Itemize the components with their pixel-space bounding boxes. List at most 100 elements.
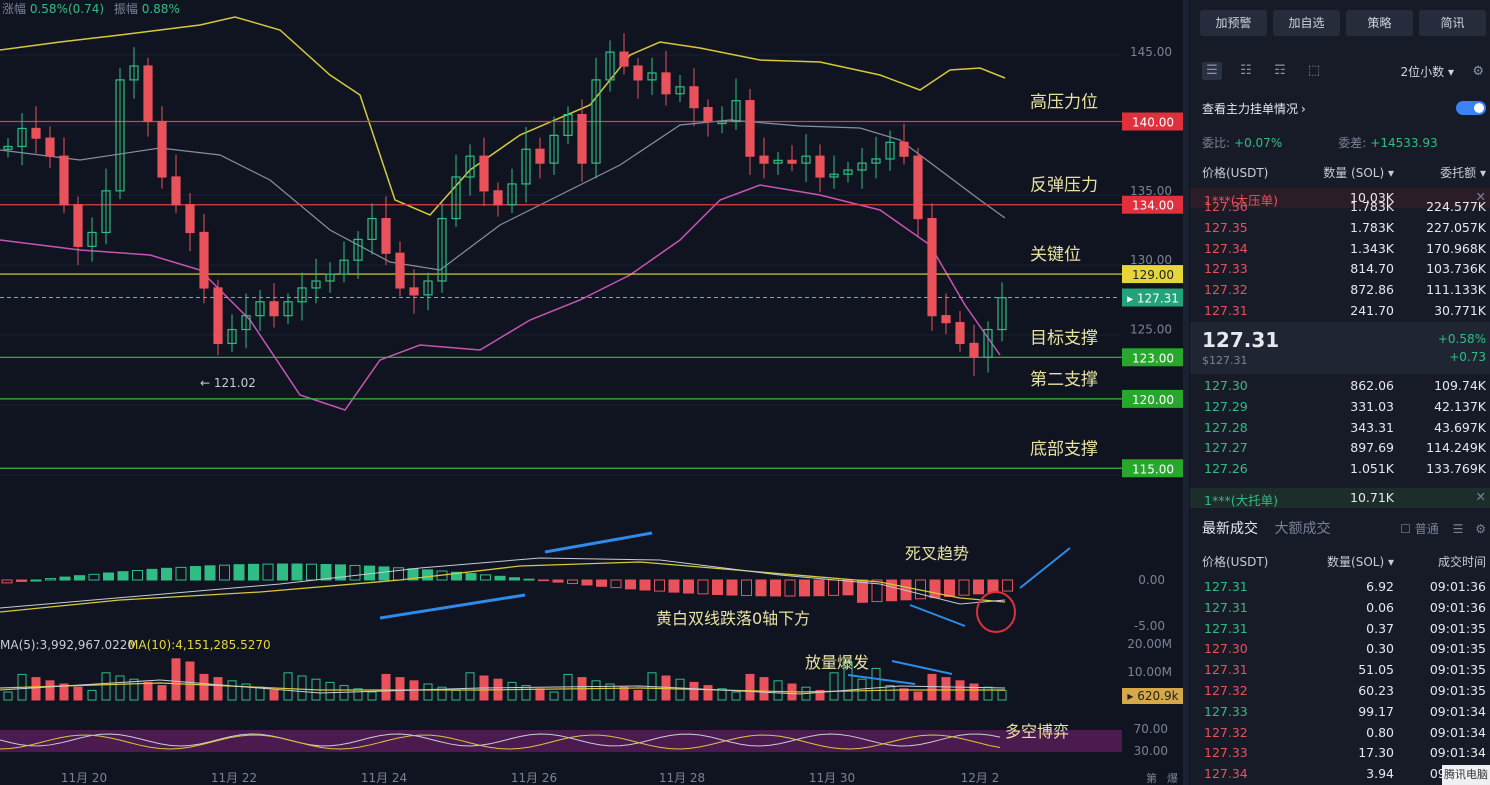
ratio-label: 委比: bbox=[1202, 136, 1231, 150]
normal-label: 普通 bbox=[1414, 522, 1439, 536]
volume-bar bbox=[437, 686, 447, 701]
big-sell-order[interactable]: 1***(大压单) 10.03K ✕ bbox=[1190, 188, 1490, 208]
candle-body bbox=[787, 159, 797, 164]
ask-row[interactable]: 127.33 814.70 103.736K bbox=[1190, 259, 1490, 279]
strategy-button[interactable]: 策略 bbox=[1346, 10, 1413, 36]
close-icon[interactable]: ✕ bbox=[1475, 189, 1486, 204]
trade-row[interactable]: 127.32 0.80 09:01:34 bbox=[1190, 723, 1490, 743]
trade-row[interactable]: 127.33 99.17 09:01:34 bbox=[1190, 702, 1490, 722]
ob-header-amount[interactable]: 委托额 ▾ bbox=[1440, 166, 1486, 180]
bid-row[interactable]: 127.29 331.03 42.137K bbox=[1190, 397, 1490, 417]
last-price: 127.31 bbox=[1202, 328, 1280, 352]
blue-arrow bbox=[891, 660, 953, 675]
both-sides-view-icon[interactable]: ☰ bbox=[1202, 62, 1222, 80]
news-button[interactable]: 简讯 bbox=[1419, 10, 1486, 36]
settings-icon[interactable]: ⚙ bbox=[1472, 63, 1484, 79]
blue-arrow bbox=[909, 604, 966, 627]
candle-body bbox=[185, 204, 195, 234]
candle-body bbox=[605, 51, 615, 81]
ob-header-qty[interactable]: 数量 (SOL) ▾ bbox=[1323, 166, 1394, 180]
ask-row[interactable]: 127.35 1.783K 227.057K bbox=[1190, 218, 1490, 238]
normal-checkbox[interactable]: ☐ bbox=[1400, 522, 1411, 536]
volume-bar bbox=[815, 689, 825, 701]
level-tag-second-support bbox=[1122, 389, 1184, 408]
macd-bar bbox=[291, 563, 303, 581]
bid-row[interactable]: 127.30 862.06 109.74K bbox=[1190, 376, 1490, 396]
candlestick-chart[interactable]: 145.00140.00135.00130.00125.00120.00140.… bbox=[0, 0, 1188, 785]
ask-row[interactable]: 127.32 872.86 111.133K bbox=[1190, 280, 1490, 300]
low-price-marker: ← 121.02 bbox=[200, 376, 256, 390]
level-tag-key-level bbox=[1122, 265, 1184, 284]
ask-row[interactable]: 127.36 1.783K 224.577K bbox=[1190, 197, 1490, 217]
volume-bar bbox=[535, 688, 545, 701]
date-tick: 11月 20 bbox=[61, 771, 107, 785]
ask-row[interactable]: 127.34 1.343K 170.968K bbox=[1190, 239, 1490, 259]
chart-panel[interactable]: 145.00140.00135.00130.00125.00120.00140.… bbox=[0, 0, 1188, 785]
add-watchlist-button[interactable]: 加自选 bbox=[1273, 10, 1340, 36]
macd-bar bbox=[567, 579, 578, 585]
tencent-popup[interactable]: 腾讯电脑 bbox=[1442, 765, 1490, 785]
macd-bar bbox=[74, 575, 85, 581]
buy-view-icon[interactable]: ☷ bbox=[1240, 63, 1252, 78]
tab-large-trades[interactable]: 大额成交 bbox=[1274, 521, 1331, 537]
candle-body bbox=[311, 280, 321, 289]
macd-bar bbox=[494, 575, 506, 581]
trade-row[interactable]: 127.31 51.05 09:01:35 bbox=[1190, 660, 1490, 680]
list-icon[interactable]: ☰ bbox=[1452, 522, 1464, 536]
bid-row-cell: 109.74K bbox=[1434, 378, 1486, 393]
bid-row[interactable]: 127.28 343.31 43.697K bbox=[1190, 418, 1490, 438]
price-tick: 125.00 bbox=[1130, 323, 1172, 337]
level-tag-high-pressure bbox=[1122, 112, 1184, 131]
bid-row[interactable]: 127.27 897.69 114.249K bbox=[1190, 438, 1490, 458]
volume-bar bbox=[773, 680, 783, 701]
ob-header-price: 价格(USDT) bbox=[1202, 166, 1269, 180]
tab-latest-trades[interactable]: 最新成交 bbox=[1202, 521, 1258, 537]
gear-icon[interactable]: ⚙ bbox=[1475, 522, 1486, 536]
note-volume-burst: 放量爆发 bbox=[805, 653, 869, 672]
main-orders-row[interactable]: 查看主力挂单情况 › bbox=[1202, 100, 1486, 117]
panel-separator[interactable] bbox=[1183, 0, 1189, 785]
close-icon[interactable]: ✕ bbox=[1475, 489, 1486, 504]
decimal-select[interactable]: 2位小数 ▾ bbox=[1400, 64, 1454, 79]
main-orders-toggle[interactable] bbox=[1456, 101, 1486, 115]
trade-row[interactable]: 127.31 0.37 09:01:35 bbox=[1190, 619, 1490, 639]
bid-row[interactable]: 127.26 1.051K 133.769K bbox=[1190, 459, 1490, 479]
trade-row[interactable]: 127.30 0.30 09:01:35 bbox=[1190, 639, 1490, 659]
trade-row[interactable]: 127.32 60.23 09:01:35 bbox=[1190, 681, 1490, 701]
macd-bar bbox=[799, 579, 810, 597]
ask-row-cell: 127.35 bbox=[1204, 219, 1248, 235]
volume-bar bbox=[997, 689, 1007, 701]
header-info: 涨幅 0.58%(0.74) 振幅 0.88% bbox=[2, 0, 180, 17]
macd-bar bbox=[103, 572, 114, 581]
macd-bar bbox=[813, 579, 825, 597]
trade-row-cell: 0.80 bbox=[1366, 724, 1394, 740]
trade-row[interactable]: 127.31 0.06 09:01:36 bbox=[1190, 598, 1490, 618]
candle-body bbox=[283, 301, 293, 317]
candle-body bbox=[241, 315, 251, 331]
trade-row[interactable]: 127.33 17.30 09:01:34 bbox=[1190, 743, 1490, 763]
ask-row-cell: 127.34 bbox=[1204, 240, 1248, 256]
macd-low-tick: -5.00 bbox=[1134, 619, 1165, 633]
trade-row[interactable]: 127.31 6.92 09:01:36 bbox=[1190, 577, 1490, 597]
macd-bar bbox=[277, 563, 288, 581]
candle-body bbox=[507, 183, 517, 206]
candle-body bbox=[689, 86, 699, 109]
level-price-bottom-support: 115.00 bbox=[1132, 462, 1174, 476]
volume-bar bbox=[269, 689, 279, 701]
trade-row-cell: 09:01:34 bbox=[1429, 724, 1486, 740]
depth-view-icon[interactable]: ⬚ bbox=[1307, 63, 1321, 78]
macd-bar bbox=[262, 563, 274, 581]
candle-body bbox=[521, 148, 531, 185]
add-alert-button[interactable]: 加预警 bbox=[1200, 10, 1267, 36]
ask-row[interactable]: 127.31 241.70 30.771K bbox=[1190, 301, 1490, 321]
candle-body bbox=[633, 65, 643, 81]
macd-bar bbox=[741, 579, 752, 596]
ask-row-cell: 127.32 bbox=[1204, 282, 1248, 298]
macd-bar bbox=[248, 563, 259, 581]
price-tick: 130.00 bbox=[1130, 253, 1172, 267]
sell-view-icon[interactable]: ☶ bbox=[1274, 63, 1286, 78]
candle-body bbox=[535, 148, 545, 164]
volume-bar bbox=[941, 677, 951, 701]
big-buy-order[interactable]: 1***(大托单) 10.71K ✕ bbox=[1190, 488, 1490, 508]
tr-header-qty[interactable]: 数量(SOL) ▾ bbox=[1327, 555, 1394, 569]
